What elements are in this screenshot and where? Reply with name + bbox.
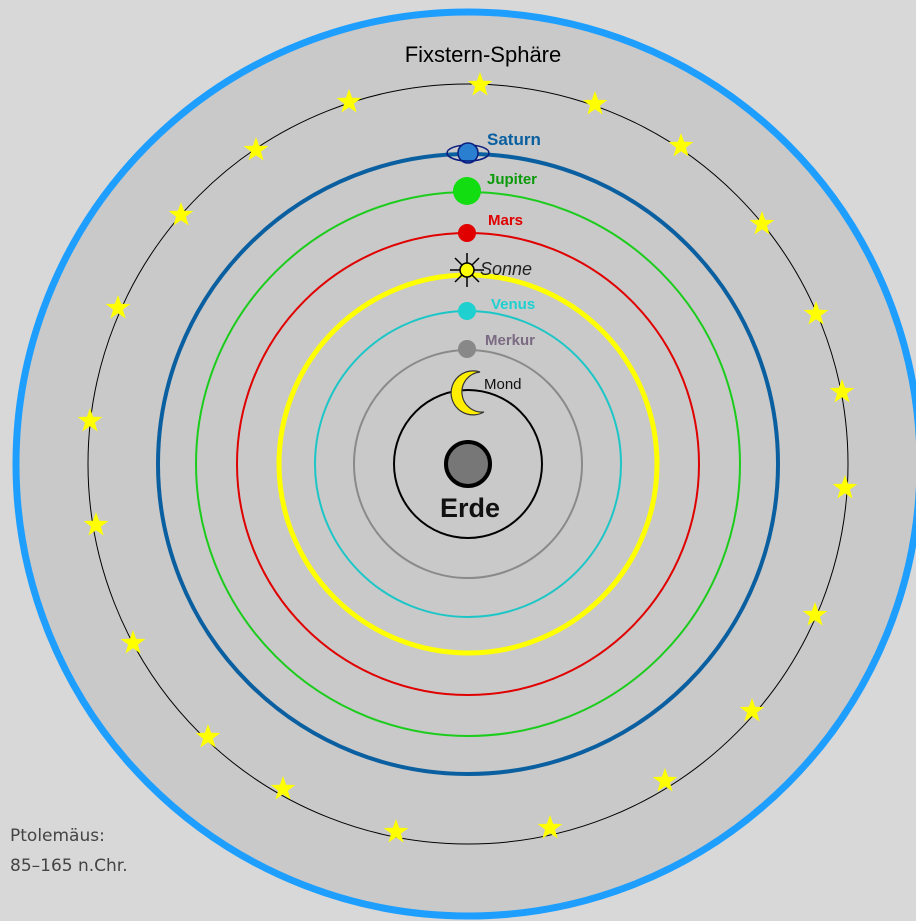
earth-label: Erde	[440, 493, 500, 523]
earth-icon	[444, 440, 492, 488]
saturn-label: Saturn	[487, 130, 541, 149]
merkur-icon	[458, 340, 476, 358]
ringed-planet-icon	[446, 142, 490, 164]
star-icon	[652, 768, 678, 792]
star-icon	[582, 91, 608, 115]
star-icon	[195, 724, 221, 748]
star-orbit	[87, 83, 849, 845]
sphere-title: Fixstern-Sphäre	[405, 42, 562, 67]
star-icon	[803, 301, 829, 325]
star-icon	[537, 815, 563, 839]
sun-label: Sonne	[480, 259, 532, 279]
mars-label: Mars	[488, 212, 523, 229]
caption-dates: 85–165 n.Chr.	[10, 856, 128, 876]
star-icon	[802, 602, 828, 626]
caption: Ptolemäus: 85–165 n.Chr.	[10, 821, 128, 881]
merkur-label: Merkur	[485, 332, 535, 349]
star-icon	[749, 211, 775, 235]
star-icon	[243, 137, 269, 161]
star-icon	[83, 512, 109, 536]
star-icon	[832, 475, 858, 499]
orbit-mond	[393, 389, 543, 539]
crescent-moon-icon	[450, 370, 485, 416]
sun-icon	[450, 253, 484, 287]
star-icon	[120, 630, 146, 654]
star-icon	[168, 202, 194, 226]
star-icon	[336, 89, 362, 113]
star-icon	[270, 776, 296, 800]
star-icon	[829, 379, 855, 403]
venus-label: Venus	[491, 296, 535, 313]
jupiter-icon	[453, 177, 481, 205]
star-icon	[739, 698, 765, 722]
star-icon	[77, 408, 103, 432]
star-icon	[668, 133, 694, 157]
star-group	[77, 72, 858, 843]
star-icon	[383, 819, 409, 843]
venus-icon	[458, 302, 476, 320]
moon-label: Mond	[484, 376, 522, 393]
mars-icon	[458, 224, 476, 242]
star-icon	[467, 72, 493, 96]
jupiter-label: Jupiter	[487, 171, 537, 188]
caption-author: Ptolemäus:	[10, 826, 105, 846]
star-icon	[105, 295, 131, 319]
